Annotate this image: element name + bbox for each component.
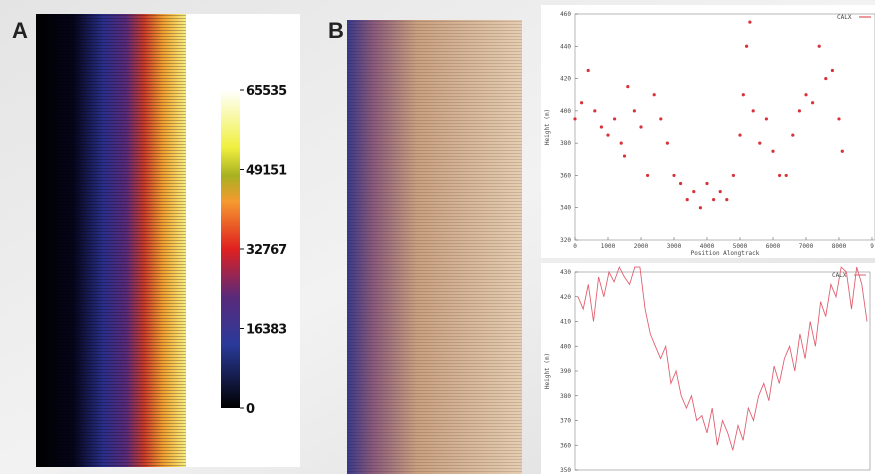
data-point — [679, 181, 683, 186]
x-tick-label: 1000 — [601, 243, 616, 250]
y-tick-label: 380 — [560, 393, 571, 400]
x-tick-label: 4000 — [700, 243, 715, 250]
data-point — [797, 109, 802, 113]
data-point — [817, 44, 821, 48]
x-tick-label: 2000 — [634, 243, 649, 250]
data-point — [811, 101, 815, 105]
colorbar-label: 65535 — [246, 84, 287, 99]
x-tick-label: 9 — [870, 243, 874, 250]
data-point — [718, 189, 722, 194]
y-tick-label: 320 — [560, 237, 571, 244]
data-point — [599, 125, 604, 129]
y-tick-label: 390 — [560, 368, 571, 375]
y-tick-label: 420 — [560, 76, 571, 83]
y-tick-label: 360 — [560, 172, 571, 179]
data-point — [778, 173, 782, 178]
data-point — [626, 85, 630, 89]
plot-panel — [541, 263, 875, 474]
data-point — [593, 109, 597, 113]
data-point — [606, 133, 610, 137]
plot-frame — [574, 13, 875, 241]
data-point — [622, 154, 627, 158]
colorbar — [221, 90, 240, 408]
data-point — [619, 141, 623, 145]
x-tick-label: 7000 — [799, 243, 814, 250]
data-point — [665, 141, 670, 145]
panel-label: B — [328, 18, 344, 43]
data-line — [577, 265, 868, 451]
data-point — [632, 109, 637, 113]
y-axis-label: Height (m) — [544, 109, 551, 145]
heatmap-texture — [36, 14, 186, 467]
x-tick-label: 6000 — [766, 243, 781, 250]
data-point — [659, 117, 663, 121]
legend-label: CALX — [837, 14, 852, 21]
y-tick-label: 350 — [560, 467, 571, 474]
panel-label: A — [12, 18, 28, 43]
data-point — [791, 133, 795, 137]
data-point — [698, 206, 703, 210]
data-point — [613, 117, 617, 121]
y-tick-label: 360 — [560, 442, 571, 449]
data-point — [837, 117, 841, 121]
data-point — [830, 68, 835, 73]
data-point — [586, 68, 590, 73]
y-tick-label: 370 — [560, 418, 571, 425]
y-tick-label: 460 — [560, 11, 571, 18]
data-point — [712, 198, 716, 202]
colorbar-label: 49151 — [246, 164, 287, 179]
data-point — [804, 93, 808, 97]
y-tick-label: 340 — [560, 205, 571, 212]
data-point — [646, 173, 650, 178]
plot-panel — [541, 5, 875, 258]
data-point — [840, 149, 844, 153]
image-texture — [347, 20, 522, 474]
y-axis-label: Height (m) — [544, 353, 551, 389]
data-point — [692, 189, 696, 194]
colorbar-label: 16383 — [246, 323, 287, 338]
data-point — [784, 173, 788, 178]
data-point — [731, 173, 736, 178]
x-tick-label: 0 — [573, 243, 577, 250]
y-tick-label: 400 — [560, 343, 571, 350]
x-axis-label: Position Alongtrack — [691, 250, 760, 257]
colorbar-panel — [186, 14, 300, 467]
x-tick-label: 8000 — [832, 243, 847, 250]
data-point — [573, 117, 577, 121]
data-point — [764, 117, 769, 121]
data-point — [751, 109, 755, 113]
data-point — [748, 20, 752, 24]
x-tick-label: 3000 — [667, 243, 682, 250]
data-point — [685, 198, 689, 202]
y-tick-label: 380 — [560, 140, 571, 147]
data-point — [672, 173, 676, 178]
y-tick-label: 420 — [560, 294, 571, 301]
y-tick-label: 400 — [560, 108, 571, 115]
data-point — [639, 125, 643, 129]
colorbar-label: 32767 — [246, 243, 287, 258]
data-point — [652, 93, 656, 97]
data-point — [745, 44, 749, 48]
data-point — [758, 141, 762, 145]
data-point — [824, 76, 828, 81]
y-tick-label: 430 — [560, 269, 571, 276]
colorbar-label: 0 — [246, 402, 255, 417]
data-point — [705, 181, 709, 186]
data-point — [580, 101, 584, 105]
data-point — [738, 133, 742, 137]
y-tick-label: 410 — [560, 319, 571, 326]
data-point — [741, 93, 745, 97]
x-tick-label: 5000 — [733, 243, 748, 250]
data-point — [771, 149, 775, 153]
y-tick-label: 440 — [560, 43, 571, 50]
data-point — [725, 198, 729, 202]
